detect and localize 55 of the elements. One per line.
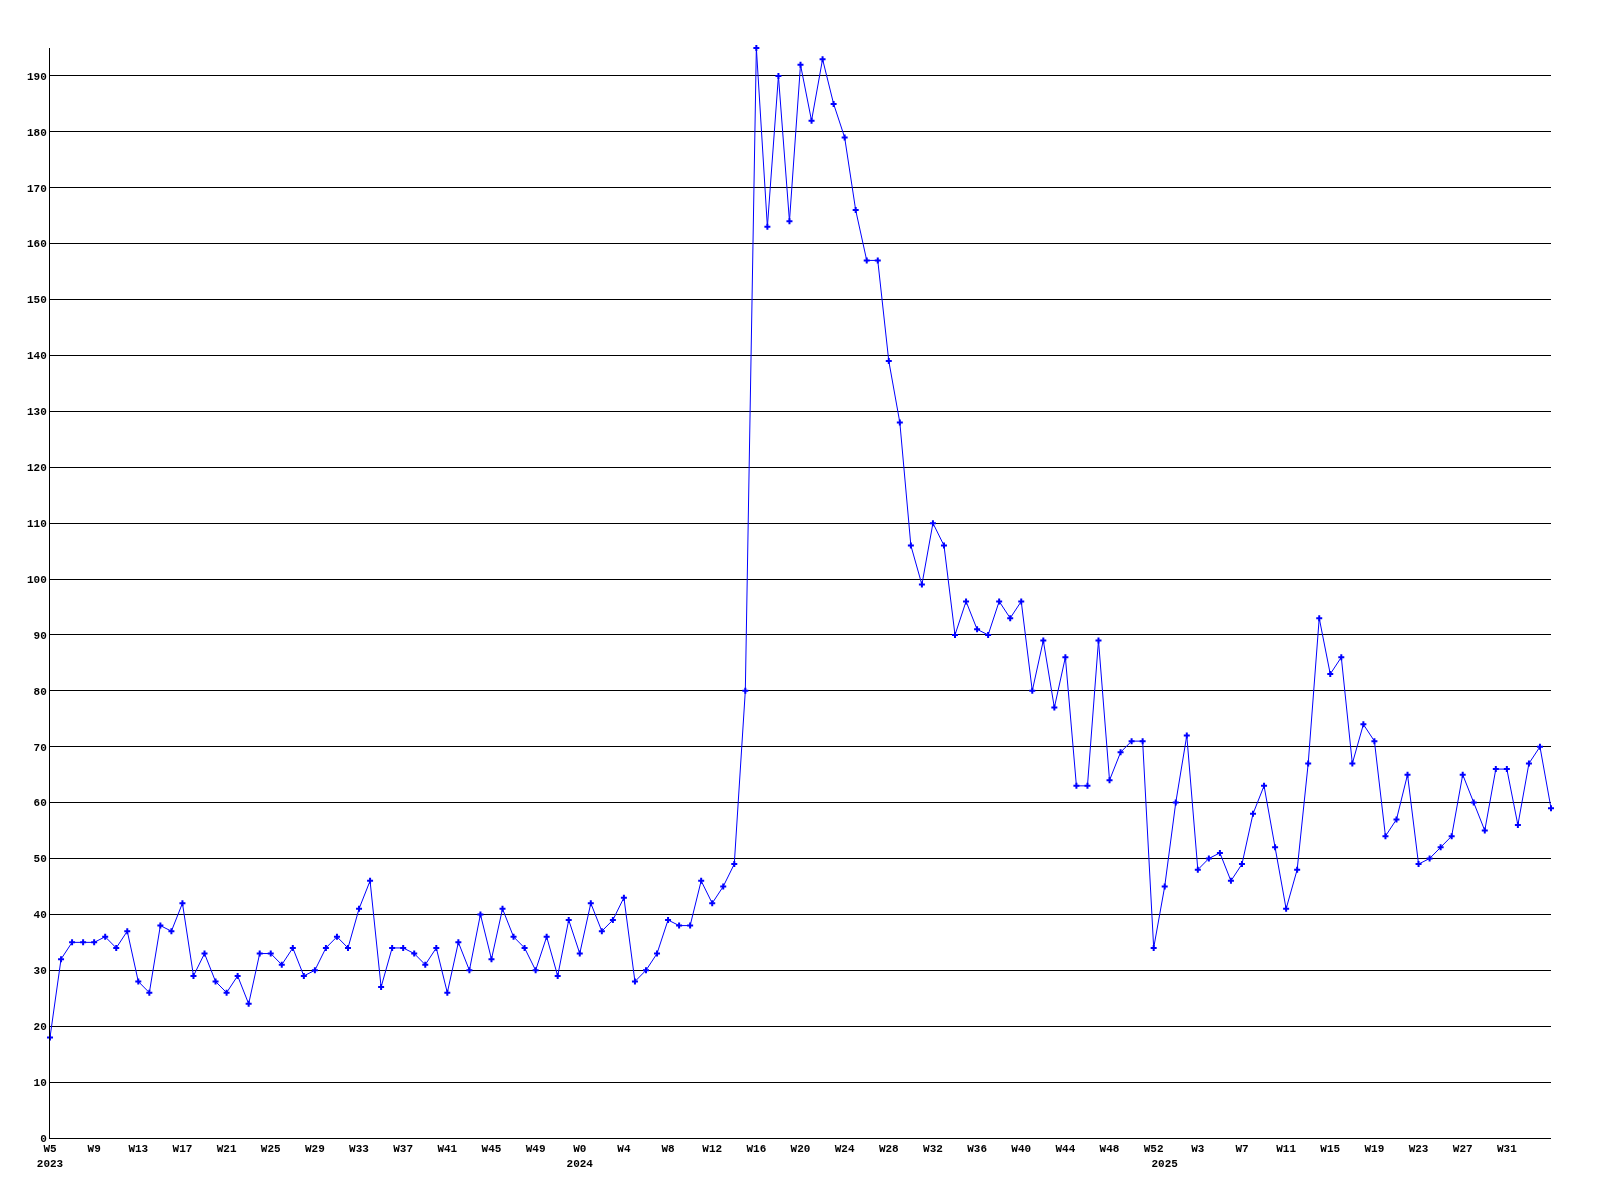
y-tick-label: 110 [26,517,47,530]
x-tick-label: W52 [1143,1143,1164,1156]
x-tick-label: W0 2024 [566,1143,594,1170]
x-tick-label: W37 [393,1143,414,1156]
x-tick-label: W31 [1496,1143,1518,1156]
x-tick-label: W21 [216,1143,237,1156]
x-tick-label: W45 [481,1143,502,1156]
x-tick-label: W27 [1452,1143,1473,1156]
x-tick-label: W29 [304,1143,325,1156]
x-tick-label: W24 [834,1143,855,1156]
x-tick-label: W8 [661,1143,676,1156]
x-tick-label: W3 [1191,1143,1205,1156]
y-tick-label: 70 [33,741,47,754]
x-tick-label: W12 [702,1143,723,1156]
y-tick-label: 180 [26,126,47,139]
y-tick-label: 170 [26,182,47,195]
x-tick-label: W16 [746,1143,767,1156]
x-tick-label: W23 [1408,1143,1429,1156]
x-tick-label: W40 [1011,1143,1032,1156]
x-tick-label: W49 [525,1143,546,1156]
y-tick-label: 40 [33,909,47,922]
y-tick-label: 130 [26,406,47,419]
y-tick-label: 20 [33,1021,47,1034]
x-tick-label: W9 [87,1143,101,1156]
y-tick-label: 190 [26,70,47,83]
x-tick-label: W17 [172,1143,193,1156]
y-tick-label: 80 [33,685,47,698]
y-tick-label: 120 [26,462,47,475]
y-tick-label: 50 [33,853,47,866]
y-tick-label: 60 [33,797,47,810]
x-tick-label: W5 2023 [36,1143,64,1170]
y-tick-label: 140 [26,350,47,363]
x-tick-label: W7 [1235,1143,1249,1156]
x-tick-label: W15 [1320,1143,1341,1156]
x-tick-label: W48 [1099,1143,1120,1156]
y-tick-label: 160 [26,238,47,251]
x-tick-label: W19 [1364,1143,1385,1156]
x-tick-label: W20 [790,1143,811,1156]
x-tick-label: W13 [128,1143,149,1156]
y-tick-label: 100 [26,573,47,586]
x-tick-label: 2025 [1151,1157,1179,1170]
x-tick-label: W25 [260,1143,282,1156]
x-tick-label: W11 [1276,1143,1297,1156]
x-tick-label: W4 [617,1143,631,1156]
y-tick-label: 30 [33,965,47,978]
x-tick-label: W41 [437,1143,458,1156]
x-tick-label: W36 [967,1143,987,1156]
y-tick-label: 150 [26,294,47,307]
y-tick-label: 10 [33,1076,47,1089]
x-tick-label: W28 [878,1143,900,1156]
x-tick-label: W32 [923,1143,943,1156]
x-tick-label: W44 [1055,1143,1076,1156]
y-tick-label: 0 [40,1132,47,1145]
x-tick-label: W33 [349,1143,370,1156]
y-tick-label: 90 [33,629,47,642]
